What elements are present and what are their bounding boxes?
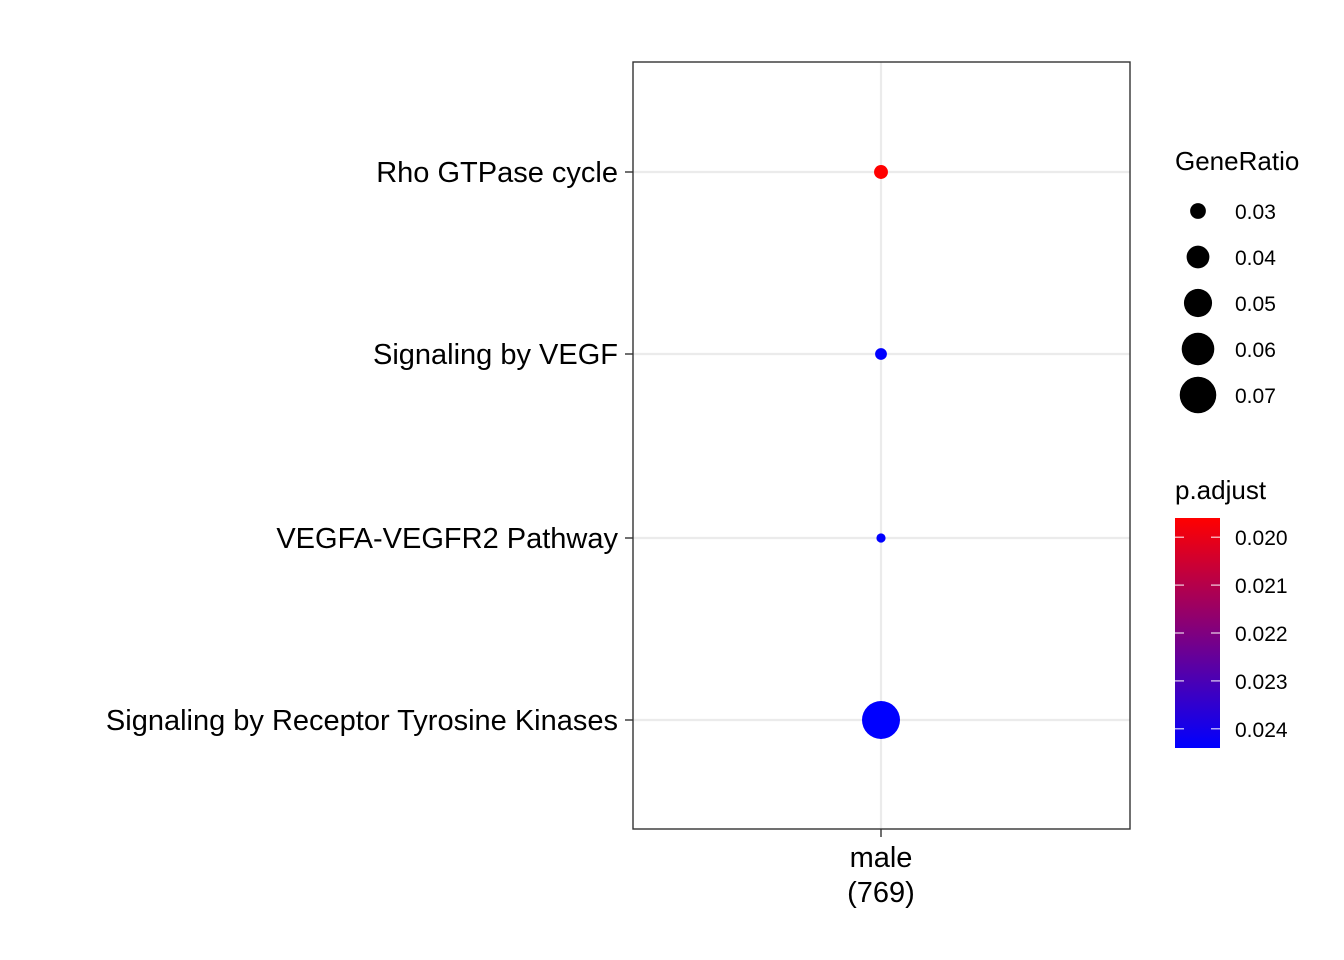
x-tick-label-line1: male [850,842,913,874]
y-tick-label: Signaling by Receptor Tyrosine Kinases [106,705,618,737]
y-tick-label: Rho GTPase cycle [376,157,618,189]
generatio-legend-label: 0.06 [1235,339,1276,362]
padjust-legend-title: p.adjust [1175,475,1267,505]
padjust-legend-label: 0.023 [1235,671,1288,694]
generatio-legend-key [1183,288,1213,318]
x-tick-label-line2: (769) [847,877,915,909]
generatio-legend-key [1181,332,1215,366]
data-point [874,165,888,179]
generatio-legend: GeneRatio 0.03 0.04 0.05 0.06 0.07 [1175,146,1299,414]
data-point [875,348,887,360]
x-axis: male(769) [847,829,915,909]
padjust-legend-label: 0.021 [1235,575,1288,598]
generatio-legend-key [1190,203,1206,219]
padjust-legend-label: 0.024 [1235,719,1288,742]
generatio-legend-label: 0.04 [1235,247,1276,270]
padjust-legend: p.adjust 0.020 0.021 0.022 0.023 0.024 [1175,475,1288,748]
y-axis: Rho GTPase cycle Signaling by VEGF VEGFA-V… [106,157,633,737]
generatio-legend-key [1179,376,1217,414]
y-tick-label: Signaling by VEGF [373,339,618,371]
generatio-legend-key [1186,245,1210,269]
data-point [876,533,886,543]
data-points [862,165,900,739]
generatio-legend-label: 0.03 [1235,201,1276,224]
generatio-legend-title: GeneRatio [1175,146,1299,176]
data-point [862,701,900,739]
padjust-legend-label: 0.022 [1235,623,1288,646]
generatio-legend-label: 0.05 [1235,293,1276,316]
generatio-legend-label: 0.07 [1235,385,1276,408]
y-tick-label: VEGFA-VEGFR2 Pathway [276,523,618,555]
padjust-legend-label: 0.020 [1235,527,1288,550]
